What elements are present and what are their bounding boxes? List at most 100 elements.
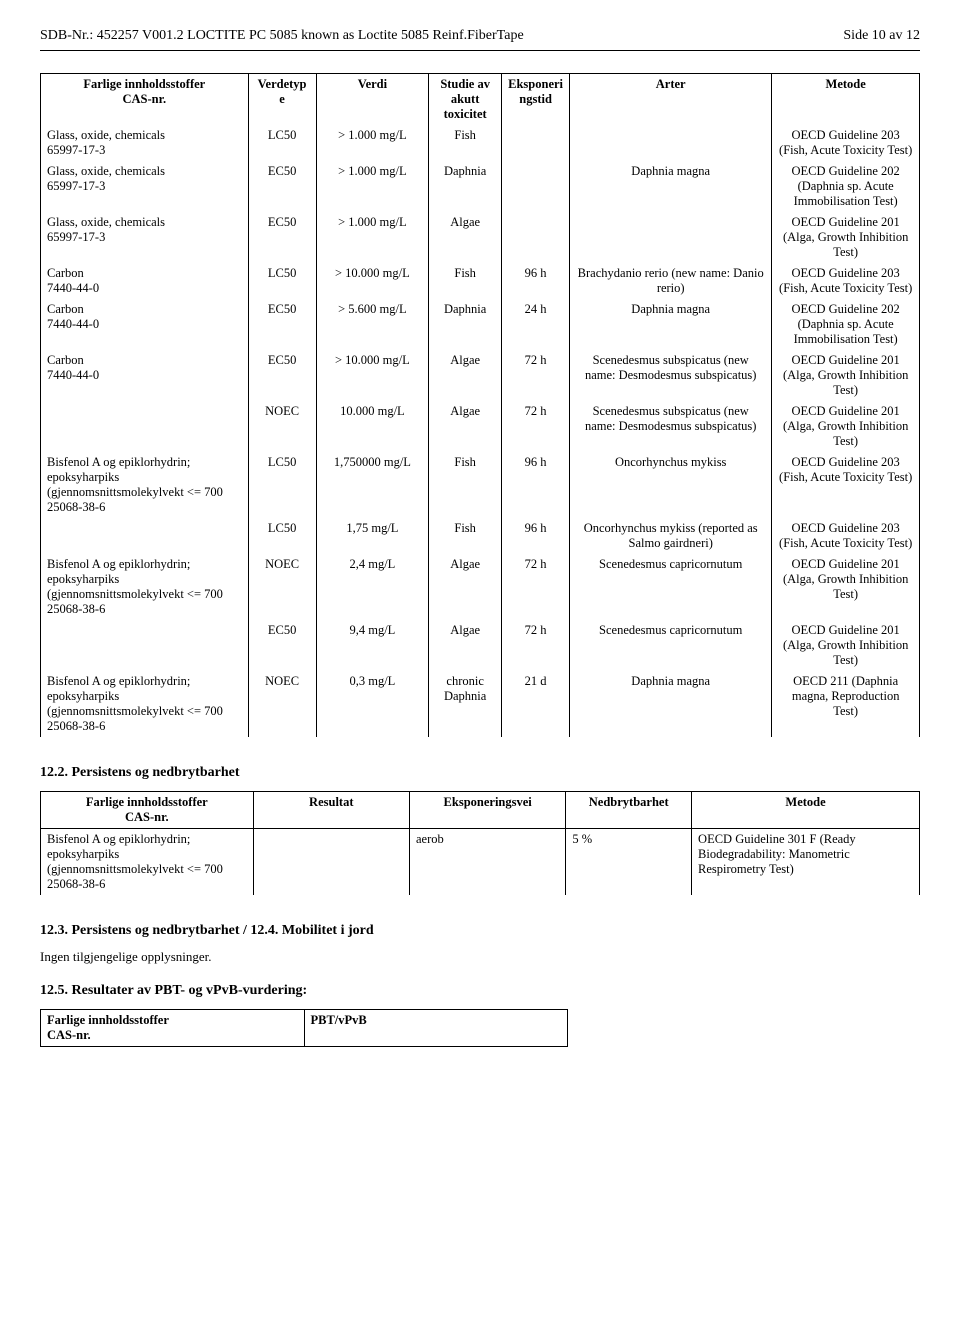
ecotox-cell: Carbon 7440-44-0 xyxy=(41,299,249,350)
ecotox-row: Bisfenol A og epiklorhydrin; epoksyharpi… xyxy=(41,452,920,518)
ecotox-cell: EC50 xyxy=(248,350,316,401)
ecotox-cell: OECD 211 (Daphnia magna, Reproduction Te… xyxy=(772,671,920,737)
ecotox-cell: OECD Guideline 203 (Fish, Acute Toxicity… xyxy=(772,263,920,299)
ecotox-cell: Bisfenol A og epiklorhydrin; epoksyharpi… xyxy=(41,554,249,620)
header-left: SDB-Nr.: 452257 V001.2 LOCTITE PC 5085 k… xyxy=(40,28,524,44)
ecotox-cell: Glass, oxide, chemicals 65997-17-3 xyxy=(41,212,249,263)
ecotox-cell: OECD Guideline 201 (Alga, Growth Inhibit… xyxy=(772,212,920,263)
ecotox-cell: > 5.600 mg/L xyxy=(316,299,429,350)
ecotox-cell: LC50 xyxy=(248,518,316,554)
ecotox-cell: Brachydanio rerio (new name: Danio rerio… xyxy=(570,263,772,299)
ecotox-cell xyxy=(570,125,772,161)
ecotox-cell xyxy=(570,212,772,263)
ecotox-cell: LC50 xyxy=(248,263,316,299)
ecotox-cell: Carbon 7440-44-0 xyxy=(41,263,249,299)
ecotox-cell: Bisfenol A og epiklorhydrin; epoksyharpi… xyxy=(41,671,249,737)
ecotox-cell: Scenedesmus capricornutum xyxy=(570,554,772,620)
ecotox-cell xyxy=(502,212,570,263)
ecotox-cell: 9,4 mg/L xyxy=(316,620,429,671)
ecotox-cell: NOEC xyxy=(248,671,316,737)
persist-table: Farlige innholdsstoffer CAS-nr. Resultat… xyxy=(40,791,920,895)
ecotox-cell: Fish xyxy=(429,125,502,161)
section-12-2-title: 12.2. Persistens og nedbrytbarhet xyxy=(40,765,920,781)
ecotox-cell xyxy=(41,401,249,452)
page-header: SDB-Nr.: 452257 V001.2 LOCTITE PC 5085 k… xyxy=(40,28,920,44)
ecotox-cell: OECD Guideline 201 (Alga, Growth Inhibit… xyxy=(772,350,920,401)
ecotox-cell: Algae xyxy=(429,620,502,671)
section-12-3-text: Ingen tilgjengelige opplysninger. xyxy=(40,949,920,965)
ecotox-cell: 96 h xyxy=(502,518,570,554)
ecotox-cell: > 10.000 mg/L xyxy=(316,350,429,401)
ecotox-cell: 10.000 mg/L xyxy=(316,401,429,452)
ecotox-cell: Algae xyxy=(429,401,502,452)
ecotox-cell xyxy=(502,161,570,212)
ecotox-cell: Scenedesmus subspicatus (new name: Desmo… xyxy=(570,350,772,401)
ecotox-cell: Daphnia magna xyxy=(570,299,772,350)
ecotox-cell: > 1.000 mg/L xyxy=(316,125,429,161)
section-12-3-title: 12.3. Persistens og nedbrytbarhet / 12.4… xyxy=(40,923,920,939)
persist-header-row: Farlige innholdsstoffer CAS-nr. Resultat… xyxy=(41,792,920,829)
ecotox-cell: 21 d xyxy=(502,671,570,737)
ecotox-cell: EC50 xyxy=(248,620,316,671)
header-divider xyxy=(40,50,920,51)
ecotox-cell: 0,3 mg/L xyxy=(316,671,429,737)
ecotox-cell: LC50 xyxy=(248,452,316,518)
ecotox-row: LC501,75 mg/LFish96 hOncorhynchus mykiss… xyxy=(41,518,920,554)
ecotox-cell: Algae xyxy=(429,350,502,401)
ecotox-cell: 72 h xyxy=(502,620,570,671)
ecotox-row: Bisfenol A og epiklorhydrin; epoksyharpi… xyxy=(41,554,920,620)
ecotox-cell xyxy=(41,518,249,554)
ecotox-row: Carbon 7440-44-0EC50> 10.000 mg/LAlgae72… xyxy=(41,350,920,401)
ecotox-cell: Oncorhynchus mykiss xyxy=(570,452,772,518)
ecotox-row: Glass, oxide, chemicals 65997-17-3LC50> … xyxy=(41,125,920,161)
ecotox-cell: Glass, oxide, chemicals 65997-17-3 xyxy=(41,161,249,212)
ecotox-cell: EC50 xyxy=(248,212,316,263)
ecotox-cell: OECD Guideline 203 (Fish, Acute Toxicity… xyxy=(772,518,920,554)
ecotox-row: Glass, oxide, chemicals 65997-17-3EC50> … xyxy=(41,212,920,263)
section-12-5-title: 12.5. Resultater av PBT- og vPvB-vurderi… xyxy=(40,983,920,999)
pbt-header-row: Farlige innholdsstoffer CAS-nr. PBT/vPvB xyxy=(41,1010,568,1047)
header-right: Side 10 av 12 xyxy=(843,28,920,44)
ecotox-cell: OECD Guideline 201 (Alga, Growth Inhibit… xyxy=(772,620,920,671)
persist-row: Bisfenol A og epiklorhydrin; epoksyharpi… xyxy=(41,829,920,896)
ecotox-cell: > 1.000 mg/L xyxy=(316,212,429,263)
ecotox-cell: LC50 xyxy=(248,125,316,161)
ecotox-cell: Fish xyxy=(429,263,502,299)
ecotox-cell: Fish xyxy=(429,452,502,518)
ecotox-cell: OECD Guideline 203 (Fish, Acute Toxicity… xyxy=(772,452,920,518)
ecotox-cell: 24 h xyxy=(502,299,570,350)
ecotox-cell: OECD Guideline 202 (Daphnia sp. Acute Im… xyxy=(772,299,920,350)
ecotox-cell: Glass, oxide, chemicals 65997-17-3 xyxy=(41,125,249,161)
ecotox-header-row: Farlige innholdsstoffer CAS-nr. Verdetyp… xyxy=(41,74,920,126)
ecotox-cell xyxy=(502,125,570,161)
ecotox-cell: OECD Guideline 202 (Daphnia sp. Acute Im… xyxy=(772,161,920,212)
ecotox-row: Carbon 7440-44-0EC50> 5.600 mg/LDaphnia2… xyxy=(41,299,920,350)
ecotox-cell: 1,750000 mg/L xyxy=(316,452,429,518)
ecotox-cell: Bisfenol A og epiklorhydrin; epoksyharpi… xyxy=(41,452,249,518)
ecotox-cell: 1,75 mg/L xyxy=(316,518,429,554)
ecotox-row: Carbon 7440-44-0LC50> 10.000 mg/LFish96 … xyxy=(41,263,920,299)
ecotox-cell: NOEC xyxy=(248,401,316,452)
ecotox-cell: 96 h xyxy=(502,263,570,299)
ecotox-cell: Scenedesmus capricornutum xyxy=(570,620,772,671)
ecotox-cell: 96 h xyxy=(502,452,570,518)
ecotox-cell: 2,4 mg/L xyxy=(316,554,429,620)
ecotox-cell xyxy=(41,620,249,671)
ecotox-cell: > 10.000 mg/L xyxy=(316,263,429,299)
ecotox-cell: 72 h xyxy=(502,401,570,452)
ecotox-cell: Daphnia xyxy=(429,161,502,212)
ecotox-cell: Oncorhynchus mykiss (reported as Salmo g… xyxy=(570,518,772,554)
ecotox-row: NOEC10.000 mg/LAlgae72 hScenedesmus subs… xyxy=(41,401,920,452)
ecotox-cell: EC50 xyxy=(248,161,316,212)
ecotox-cell: Fish xyxy=(429,518,502,554)
ecotox-row: Bisfenol A og epiklorhydrin; epoksyharpi… xyxy=(41,671,920,737)
pbt-table: Farlige innholdsstoffer CAS-nr. PBT/vPvB xyxy=(40,1009,568,1047)
ecotox-cell: EC50 xyxy=(248,299,316,350)
ecotox-cell: chronic Daphnia xyxy=(429,671,502,737)
ecotox-cell: OECD Guideline 201 (Alga, Growth Inhibit… xyxy=(772,554,920,620)
ecotox-cell: OECD Guideline 203 (Fish, Acute Toxicity… xyxy=(772,125,920,161)
ecotox-cell: Algae xyxy=(429,212,502,263)
ecotox-cell: OECD Guideline 201 (Alga, Growth Inhibit… xyxy=(772,401,920,452)
ecotox-row: EC509,4 mg/LAlgae72 hScenedesmus caprico… xyxy=(41,620,920,671)
ecotox-table: Farlige innholdsstoffer CAS-nr. Verdetyp… xyxy=(40,73,920,737)
